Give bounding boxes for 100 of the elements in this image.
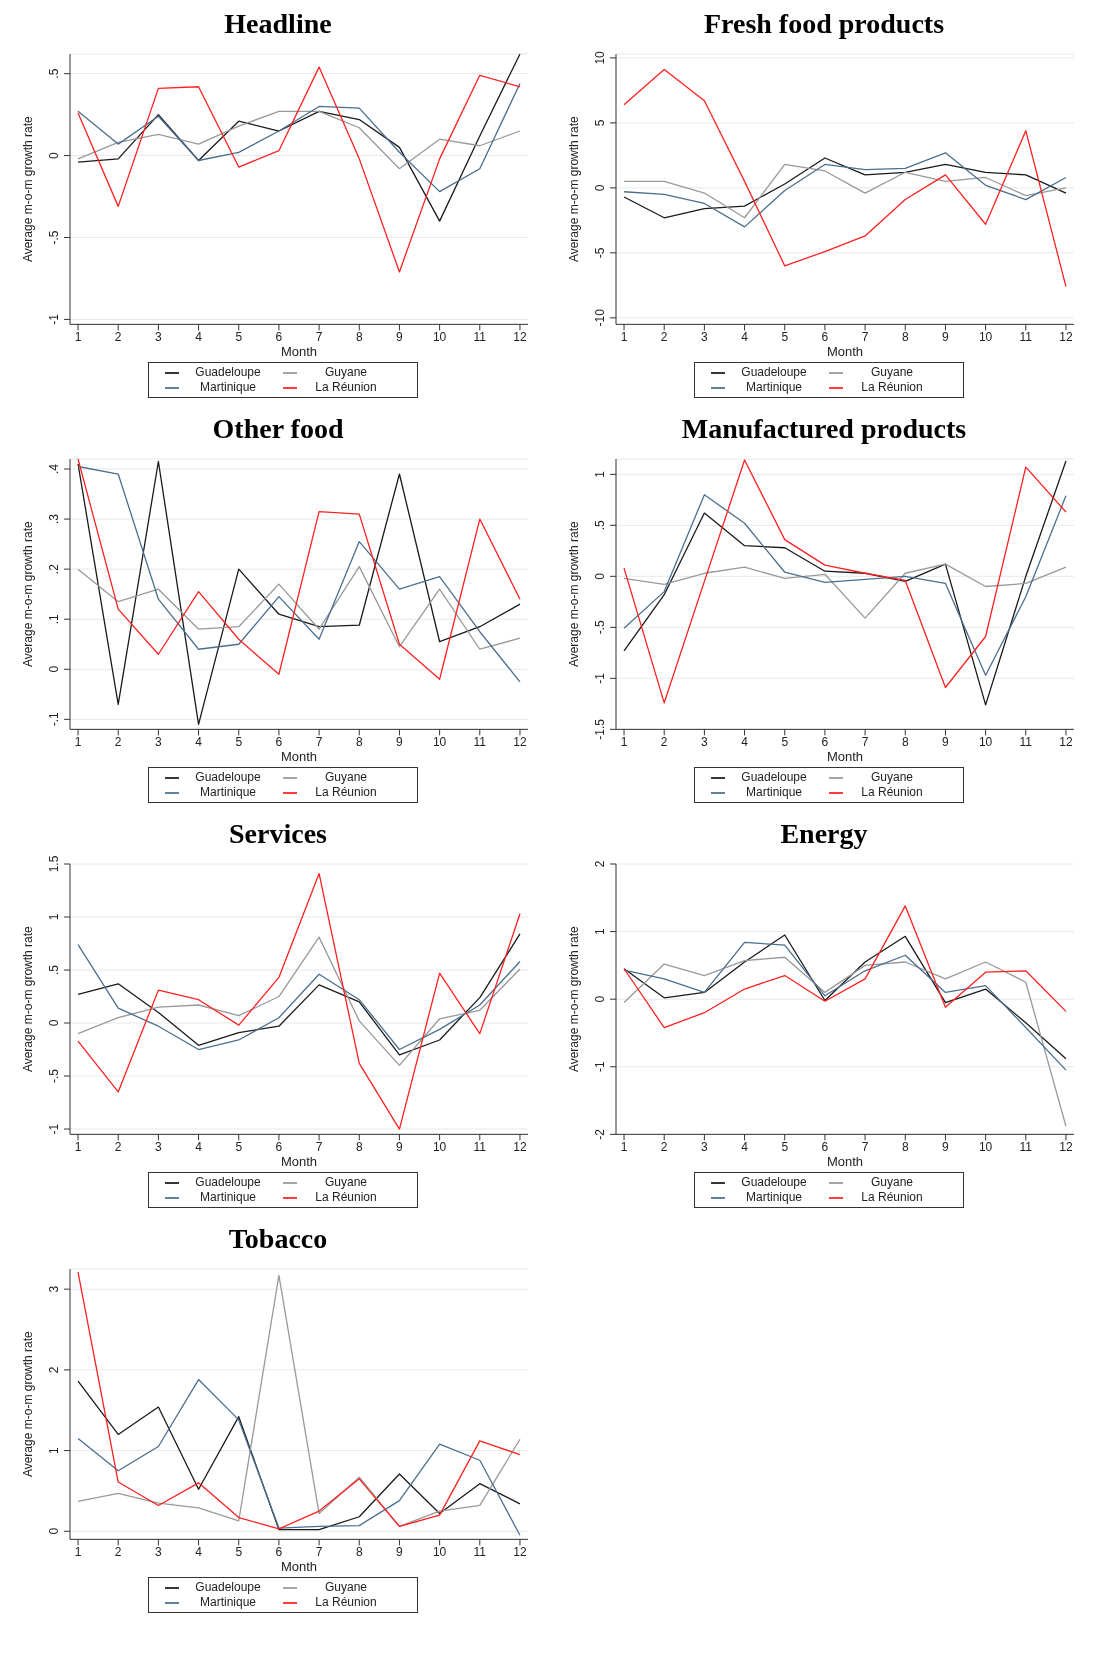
x-tick-label: 10 <box>978 1139 993 1154</box>
x-axis-title: Month <box>280 1154 318 1170</box>
x-tick-label: 3 <box>155 329 163 344</box>
x-tick-label: 4 <box>195 734 203 749</box>
x-tick-label: 9 <box>942 1139 950 1154</box>
x-tick-label: 10 <box>978 329 993 344</box>
x-tick-label: 11 <box>473 1139 487 1154</box>
x-tick-label: 8 <box>901 1139 909 1154</box>
x-tick-label: 9 <box>942 734 950 749</box>
y-tick-label: 0 <box>47 665 61 673</box>
legend-label: Guadeloupe <box>740 1175 808 1190</box>
x-tick-label: 1 <box>74 1139 82 1154</box>
x-tick-label: 3 <box>701 734 709 749</box>
x-tick-label: 12 <box>513 734 527 749</box>
y-tick-label: -1.5 <box>593 718 607 740</box>
x-tick-label: 5 <box>781 329 789 344</box>
x-tick-label: 4 <box>741 734 749 749</box>
y-tick-label: 0 <box>593 572 607 580</box>
x-tick-label: 7 <box>315 329 323 344</box>
x-tick-label: 7 <box>861 734 869 749</box>
x-tick-label: 3 <box>701 1139 709 1154</box>
x-tick-label: 11 <box>473 329 487 344</box>
legend-label: La Réunion <box>860 380 924 395</box>
y-tick-label: -1 <box>593 672 607 684</box>
line-series <box>77 82 521 193</box>
x-tick-label: 5 <box>235 1544 243 1559</box>
y-tick-label: .5 <box>47 964 61 976</box>
y-tick-label: .5 <box>47 68 61 79</box>
x-tick-label: 4 <box>741 329 749 344</box>
x-tick-label: 12 <box>1059 1139 1073 1154</box>
line-series <box>77 565 521 650</box>
legend-label: Martinique <box>745 380 803 395</box>
y-tick-label: 3 <box>47 1285 61 1293</box>
x-tick-label: 11 <box>1019 1139 1033 1154</box>
legend-label: Guadeloupe <box>194 1580 262 1595</box>
chart-title: Other food <box>211 413 345 446</box>
legend-label: Guyane <box>870 365 914 380</box>
y-tick-label: -.5 <box>47 1068 61 1084</box>
x-tick-label: 6 <box>821 329 829 344</box>
legend-label: Martinique <box>199 380 257 395</box>
x-tick-label: 8 <box>901 329 909 344</box>
legend-label: Martinique <box>199 1595 257 1610</box>
legend-label: La Réunion <box>860 1190 924 1205</box>
x-tick-label: 1 <box>620 329 628 344</box>
x-tick-label: 12 <box>513 329 527 344</box>
x-tick-label: 1 <box>74 329 82 344</box>
x-tick-label: 4 <box>741 1139 749 1154</box>
x-tick-label: 5 <box>781 1139 789 1154</box>
legend-label: Guadeloupe <box>740 365 808 380</box>
y-tick-label: 0 <box>593 995 607 1003</box>
legend-label: Martinique <box>745 1190 803 1205</box>
line-series <box>623 152 1067 228</box>
line-series <box>77 66 521 273</box>
y-tick-label: -1 <box>593 1061 607 1073</box>
x-tick-label: 8 <box>355 734 363 749</box>
y-axis-title: Average m-o-m growth rate <box>567 925 582 1073</box>
y-tick-label: .5 <box>593 519 607 531</box>
legend-label: Guyane <box>324 1580 368 1595</box>
x-axis-title: Month <box>826 344 864 360</box>
x-tick-label: 1 <box>620 1139 628 1154</box>
x-tick-label: 10 <box>432 1544 447 1559</box>
x-tick-label: 7 <box>315 1139 323 1154</box>
line-series <box>623 68 1067 288</box>
legend-label: La Réunion <box>314 1190 378 1205</box>
chart-title: Fresh food products <box>702 8 946 41</box>
x-tick-label: 6 <box>275 329 283 344</box>
y-tick-label: .4 <box>47 463 61 475</box>
x-tick-label: 8 <box>355 1544 363 1559</box>
x-axis-title: Month <box>280 344 318 360</box>
y-tick-label: -.5 <box>593 620 607 635</box>
x-tick-label: 9 <box>396 1544 404 1559</box>
legend-label: Guadeloupe <box>740 770 808 785</box>
x-tick-label: 4 <box>195 1544 203 1559</box>
x-tick-label: 2 <box>114 1139 122 1154</box>
legend-label: La Réunion <box>314 1595 378 1610</box>
y-tick-label: -1 <box>47 1123 61 1135</box>
legend-label: Guyane <box>870 1175 914 1190</box>
chart-title: Energy <box>779 818 869 851</box>
x-axis-title: Month <box>826 1154 864 1170</box>
x-tick-label: 7 <box>861 329 869 344</box>
y-tick-label: 1 <box>47 913 61 921</box>
x-tick-label: 7 <box>315 1544 323 1559</box>
x-tick-label: 6 <box>821 734 829 749</box>
x-tick-label: 5 <box>235 329 243 344</box>
y-tick-label: 1.5 <box>47 855 61 873</box>
legend-label: Guyane <box>870 770 914 785</box>
x-axis-title: Month <box>280 749 318 765</box>
y-tick-label: -.1 <box>47 712 61 727</box>
x-tick-label: 11 <box>1019 734 1033 749</box>
x-axis-title: Month <box>826 749 864 765</box>
y-axis-title: Average m-o-m growth rate <box>567 520 582 668</box>
chart-title: Headline <box>223 8 333 41</box>
x-tick-label: 11 <box>473 1544 487 1559</box>
x-tick-label: 11 <box>473 734 487 749</box>
x-tick-label: 2 <box>114 329 122 344</box>
x-tick-label: 12 <box>513 1544 527 1559</box>
x-tick-label: 9 <box>396 1139 404 1154</box>
x-tick-label: 3 <box>701 329 709 344</box>
x-tick-label: 1 <box>620 734 628 749</box>
legend-label: Guadeloupe <box>194 770 262 785</box>
